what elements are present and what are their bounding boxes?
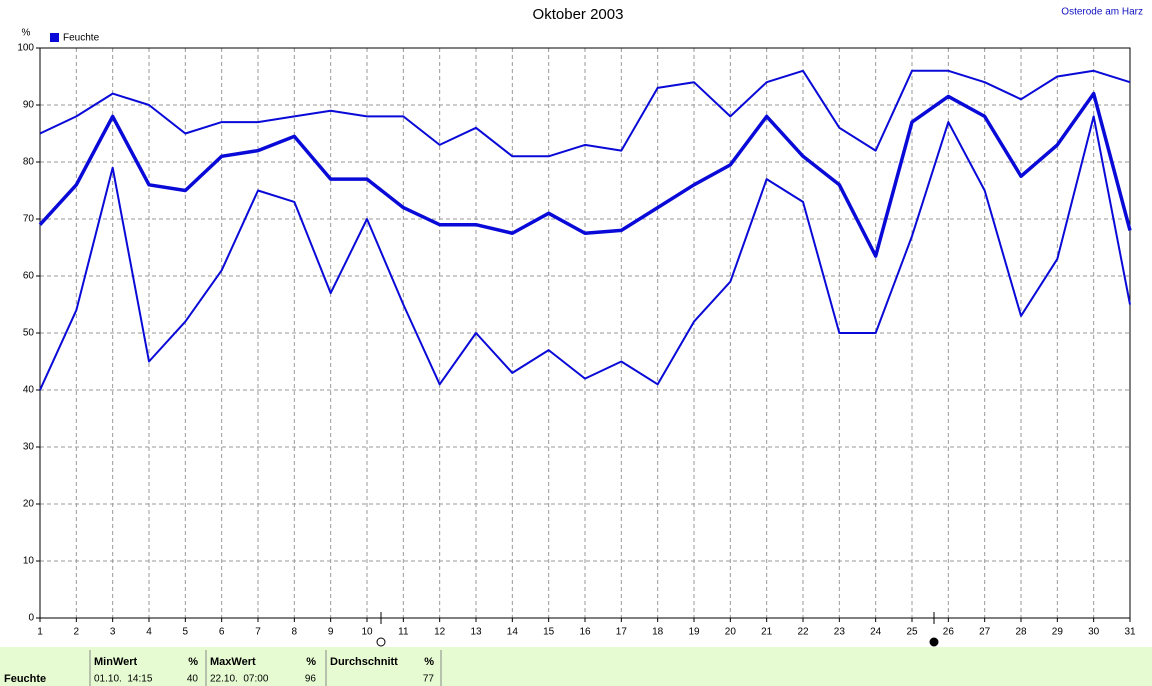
x-tick-label: 19 bbox=[688, 627, 700, 638]
x-tick-label: 25 bbox=[906, 627, 918, 638]
line bbox=[39, 69, 1131, 158]
y-tick-label: 60 bbox=[23, 271, 35, 282]
x-tick-label: 27 bbox=[979, 627, 991, 638]
y-tick-label: 40 bbox=[23, 385, 35, 396]
y-tick-label: 80 bbox=[23, 157, 35, 168]
line bbox=[38, 91, 1132, 258]
x-tick-label: 16 bbox=[579, 627, 591, 638]
x-tick-label: 9 bbox=[328, 627, 334, 638]
summary-value: 96 bbox=[305, 674, 317, 685]
summary-value: 77 bbox=[423, 674, 435, 685]
x-tick-label: 18 bbox=[652, 627, 664, 638]
x-tick-label: 13 bbox=[470, 627, 482, 638]
summary-unit: % bbox=[424, 656, 434, 668]
x-tick-label: 29 bbox=[1052, 627, 1064, 638]
x-tick-label: 23 bbox=[834, 627, 846, 638]
x-tick-label: 8 bbox=[292, 627, 298, 638]
y-tick-label: 50 bbox=[23, 328, 35, 339]
x-tick-label: 31 bbox=[1124, 627, 1136, 638]
y-tick-label: 70 bbox=[23, 214, 35, 225]
x-tick-label: 26 bbox=[943, 627, 955, 638]
y-tick-label: 90 bbox=[23, 100, 35, 111]
x-tick-label: 11 bbox=[398, 627, 409, 638]
summary-header: MinWert bbox=[94, 656, 138, 668]
x-tick-label: 28 bbox=[1015, 627, 1027, 638]
y-tick-label: 30 bbox=[23, 442, 35, 453]
x-tick-label: 17 bbox=[616, 627, 628, 638]
legend-swatch bbox=[50, 33, 59, 42]
x-tick-label: 6 bbox=[219, 627, 225, 638]
x-tick-label: 3 bbox=[110, 627, 116, 638]
x-tick-label: 20 bbox=[725, 627, 737, 638]
x-tick-label: 5 bbox=[183, 627, 189, 638]
x-tick-label: 12 bbox=[434, 627, 446, 638]
x-tick-label: 10 bbox=[361, 627, 373, 638]
summary-time: 01.10. 14:15 bbox=[94, 674, 153, 685]
y-unit: % bbox=[22, 28, 31, 39]
x-tick-label: 1 bbox=[37, 627, 43, 638]
x-tick-label: 2 bbox=[74, 627, 80, 638]
y-tick-label: 100 bbox=[17, 43, 34, 54]
x-tick-label: 14 bbox=[507, 627, 519, 638]
summary-header: MaxWert bbox=[210, 656, 256, 668]
x-tick-label: 22 bbox=[797, 627, 809, 638]
location: Osterode am Harz bbox=[1061, 7, 1143, 18]
line bbox=[39, 115, 1131, 391]
summary-time: 22.10. 07:00 bbox=[210, 674, 269, 685]
summary-unit: % bbox=[306, 656, 316, 668]
summary-value: 40 bbox=[187, 674, 199, 685]
y-tick-label: 10 bbox=[23, 556, 35, 567]
y-tick-label: 0 bbox=[28, 613, 34, 624]
summary-unit: % bbox=[188, 656, 198, 668]
x-tick-label: 7 bbox=[255, 627, 261, 638]
summary-row-label: Feuchte bbox=[4, 673, 46, 685]
legend-label: Feuchte bbox=[63, 33, 100, 44]
summary-band bbox=[0, 647, 1152, 686]
summary-header: Durchschnitt bbox=[330, 656, 398, 668]
y-tick-label: 20 bbox=[23, 499, 35, 510]
x-tick-label: 15 bbox=[543, 627, 555, 638]
x-tick-label: 30 bbox=[1088, 627, 1100, 638]
x-tick-label: 4 bbox=[146, 627, 152, 638]
x-tick-label: 21 bbox=[761, 627, 773, 638]
summary-dividers bbox=[89, 650, 442, 686]
moon-icon bbox=[929, 637, 939, 647]
x-tick-label: 24 bbox=[870, 627, 882, 638]
chart-title: Oktober 2003 bbox=[533, 6, 624, 23]
moon-icon bbox=[376, 637, 386, 647]
plot-frame bbox=[39, 47, 1131, 619]
